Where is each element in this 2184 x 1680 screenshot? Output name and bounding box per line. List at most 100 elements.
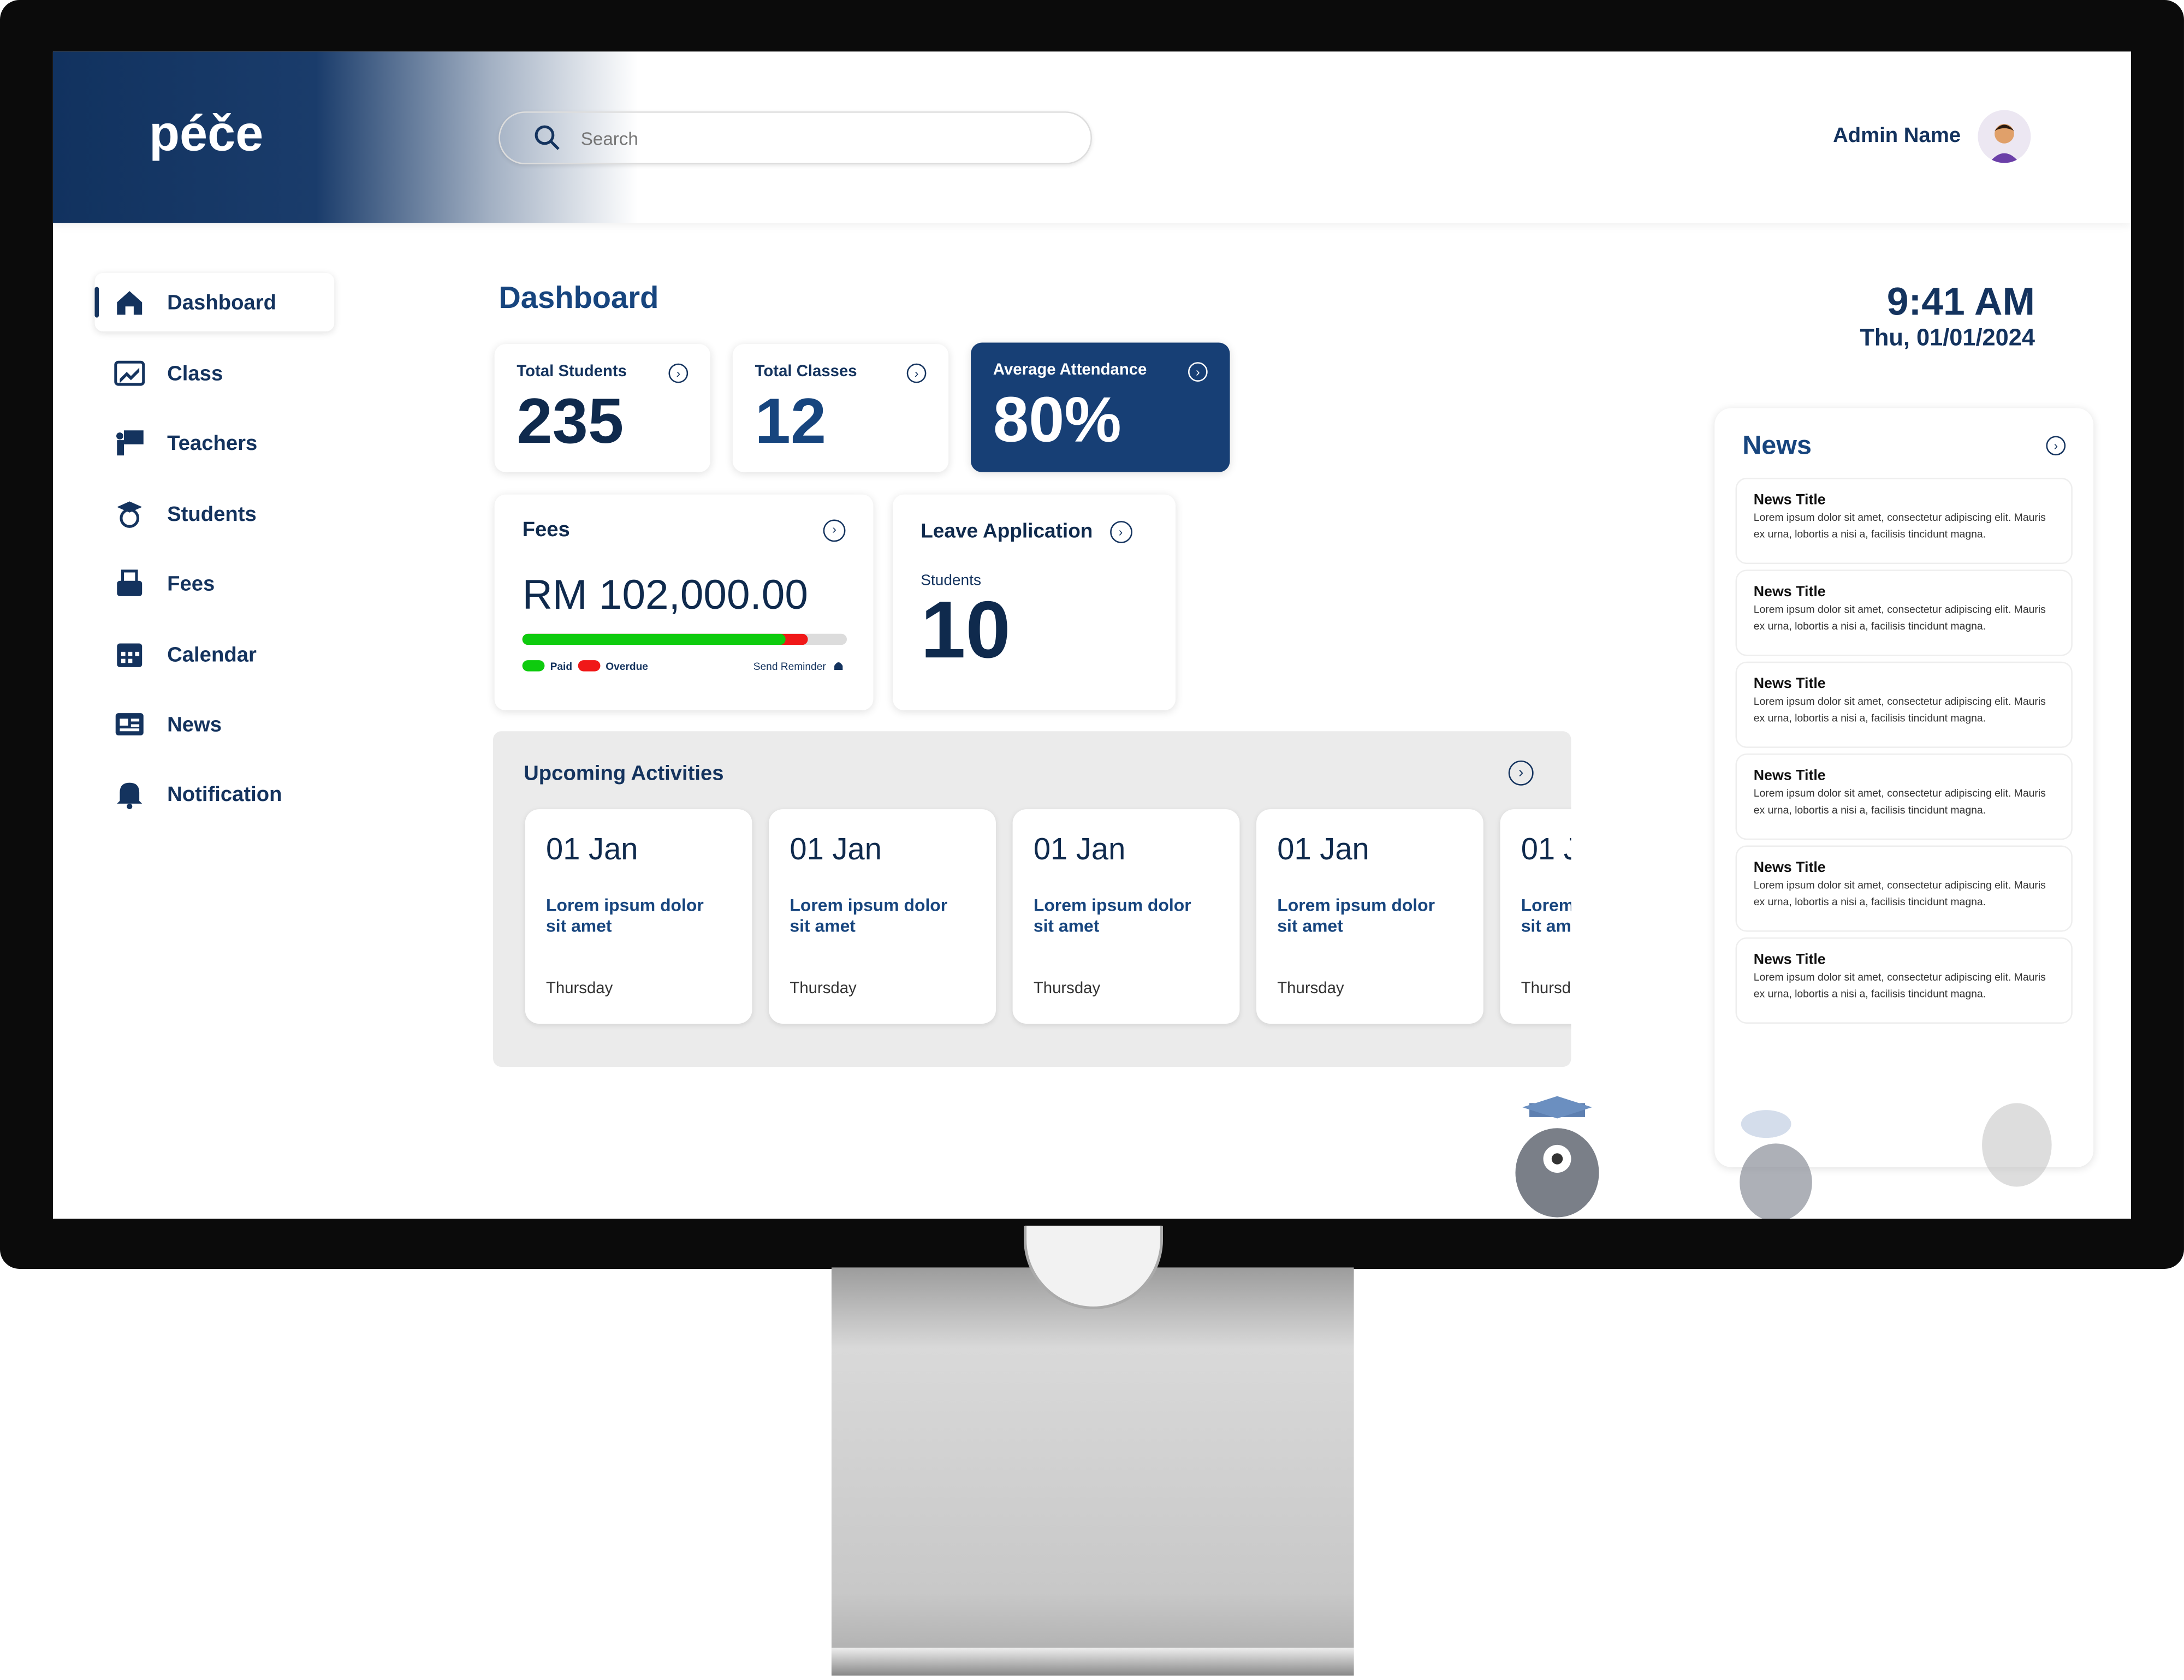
activity-day: Thursday bbox=[790, 980, 857, 998]
activity-date: 01 Jan bbox=[1521, 831, 1571, 866]
card-label: Average Attendance bbox=[993, 362, 1147, 379]
sidebar-item-label: Students bbox=[167, 502, 257, 526]
news-item[interactable]: News Title Lorem ipsum dolor sit amet, co… bbox=[1735, 937, 2073, 1024]
activity-date: 01 Jan bbox=[1277, 831, 1369, 866]
bell-icon bbox=[117, 782, 143, 810]
news-item-title: News Title bbox=[1753, 583, 1826, 601]
money-box-icon bbox=[117, 569, 143, 596]
teacher-board-icon bbox=[116, 430, 144, 456]
home-icon bbox=[117, 291, 143, 315]
fees-label: Fees bbox=[522, 518, 570, 542]
activity-title: Lorem ipsum dolor sit amet bbox=[1521, 895, 1571, 936]
news-item[interactable]: News Title Lorem ipsum dolor sit amet, co… bbox=[1735, 753, 2073, 840]
graduate-icon bbox=[117, 501, 143, 528]
news-item-body: Lorem ipsum dolor sit amet, consectetur … bbox=[1753, 971, 2046, 1000]
chevron-right-icon[interactable]: › bbox=[2046, 436, 2066, 456]
paid-fill bbox=[522, 633, 786, 645]
card-label: Total Students bbox=[517, 363, 627, 381]
avatar[interactable] bbox=[1978, 110, 2031, 163]
sidebar-item-label: Fees bbox=[167, 572, 215, 596]
news-item-title: News Title bbox=[1753, 491, 1826, 509]
fees-amount: RM 102,000.00 bbox=[522, 572, 808, 619]
activities-title: Upcoming Activities bbox=[524, 762, 724, 786]
activity-card[interactable]: 01 Jan Lorem ipsum dolor sit amet Thursday bbox=[1012, 809, 1240, 1024]
logo[interactable]: péče bbox=[149, 104, 264, 162]
activity-title: Lorem ipsum dolor sit amet bbox=[545, 895, 704, 936]
activity-title: Lorem ipsum dolor sit amet bbox=[790, 895, 948, 936]
sidebar-item-notification[interactable]: Notification bbox=[94, 764, 334, 823]
activity-card[interactable]: 01 Jan Lorem ipsum dolor sit amet Thursday bbox=[1256, 809, 1483, 1024]
news-item-title: News Title bbox=[1753, 859, 1826, 876]
sidebar-item-label: Dashboard bbox=[167, 290, 277, 314]
news-item-body: Lorem ipsum dolor sit amet, consectetur … bbox=[1753, 694, 2046, 724]
news-item-body: Lorem ipsum dolor sit amet, consectetur … bbox=[1753, 878, 2046, 907]
chevron-right-icon[interactable]: › bbox=[906, 363, 927, 383]
sidebar-item-class[interactable]: Class bbox=[94, 344, 334, 402]
sidebar-item-students[interactable]: Students bbox=[94, 485, 334, 543]
activity-date: 01 Jan bbox=[545, 831, 638, 866]
total-classes-card[interactable]: Total Classes › 12 bbox=[732, 344, 949, 472]
sidebar-item-teachers[interactable]: Teachers bbox=[94, 414, 334, 472]
search-icon bbox=[535, 125, 560, 150]
news-item[interactable]: News Title Lorem ipsum dolor sit amet, co… bbox=[1735, 661, 2073, 748]
chevron-right-icon[interactable]: › bbox=[1188, 362, 1208, 382]
paid-legend: Paid bbox=[550, 659, 573, 672]
newspaper-icon bbox=[115, 713, 144, 735]
news-item-body: Lorem ipsum dolor sit amet, consectetur … bbox=[1753, 511, 2046, 540]
clock-time: 9:41 AM bbox=[1886, 280, 2035, 323]
admin-name[interactable]: Admin Name bbox=[1833, 124, 1961, 148]
overdue-legend-swatch bbox=[578, 660, 601, 672]
sidebar-item-calendar[interactable]: Calendar bbox=[94, 625, 334, 684]
leave-value: 10 bbox=[921, 585, 1011, 676]
activity-card[interactable]: 01 Jan Lorem ipsum dolor sit amet Thursday bbox=[769, 809, 996, 1024]
mascot-illustration bbox=[1515, 1096, 2052, 1219]
send-reminder-link[interactable]: Send Reminder bbox=[753, 659, 826, 672]
total-classes-value: 12 bbox=[755, 384, 827, 457]
total-students-card[interactable]: Total Students › 235 bbox=[494, 344, 711, 472]
sidebar-item-fees[interactable]: Fees bbox=[94, 554, 334, 613]
fees-card[interactable]: Fees › RM 102,000.00 Paid Overdue Send Re… bbox=[494, 494, 874, 711]
sidebar-item-news[interactable]: News bbox=[94, 695, 334, 753]
alarm-bell-icon[interactable] bbox=[832, 659, 846, 673]
calendar-icon bbox=[117, 643, 143, 667]
activity-card[interactable]: 01 Jan Lorem ipsum dolor sit amet Thursday bbox=[1500, 809, 1571, 1024]
activity-title: Lorem ipsum dolor sit amet bbox=[1277, 895, 1435, 936]
leave-sublabel: Students bbox=[921, 572, 981, 590]
attendance-value: 80% bbox=[993, 383, 1121, 456]
activity-day: Thursday bbox=[1033, 980, 1101, 998]
overdue-legend: Overdue bbox=[606, 659, 648, 672]
news-item-body: Lorem ipsum dolor sit amet, consectetur … bbox=[1753, 787, 2046, 816]
header-gradient bbox=[52, 51, 638, 223]
leave-label: Leave Application bbox=[921, 521, 1093, 543]
sidebar-item-dashboard[interactable]: Dashboard bbox=[94, 272, 335, 332]
monitor-stand-base bbox=[831, 1647, 1354, 1676]
paid-legend-swatch bbox=[522, 660, 545, 672]
leave-application-card[interactable]: Leave Application › Students 10 bbox=[893, 494, 1176, 711]
chevron-right-icon[interactable]: › bbox=[1508, 760, 1534, 786]
activity-date: 01 Jan bbox=[790, 831, 882, 866]
sidebar-item-label: Calendar bbox=[167, 643, 257, 667]
sidebar-item-label: Teachers bbox=[167, 431, 258, 455]
search-input[interactable] bbox=[580, 127, 1041, 149]
activity-day: Thursday bbox=[545, 980, 613, 998]
clock: 9:41 AM Thu, 01/01/2024 bbox=[1860, 280, 2035, 353]
activity-day: Thursday bbox=[1277, 980, 1344, 998]
chevron-right-icon[interactable]: › bbox=[1109, 521, 1132, 543]
news-item[interactable]: News Title Lorem ipsum dolor sit amet, co… bbox=[1735, 569, 2073, 656]
card-label: Total Classes bbox=[755, 363, 857, 381]
sidebar-item-label: News bbox=[167, 712, 222, 737]
news-panel: News › News Title Lorem ipsum dolor sit a… bbox=[1714, 408, 2094, 1167]
chevron-right-icon[interactable]: › bbox=[823, 519, 846, 542]
chart-icon bbox=[114, 360, 145, 386]
fees-progress-bar bbox=[522, 633, 847, 645]
activity-card[interactable]: 01 Jan Lorem ipsum dolor sit amet Thursday bbox=[525, 809, 752, 1024]
sidebar-item-label: Class bbox=[167, 361, 223, 385]
news-item-body: Lorem ipsum dolor sit amet, consectetur … bbox=[1753, 603, 2046, 632]
news-item-title: News Title bbox=[1753, 675, 1826, 692]
news-item[interactable]: News Title Lorem ipsum dolor sit amet, co… bbox=[1735, 845, 2073, 932]
average-attendance-card[interactable]: Average Attendance › 80% bbox=[971, 342, 1230, 472]
search-bar[interactable] bbox=[498, 111, 1092, 165]
chevron-right-icon[interactable]: › bbox=[668, 363, 689, 383]
monitor-stand bbox=[831, 1267, 1354, 1675]
news-item[interactable]: News Title Lorem ipsum dolor sit amet, co… bbox=[1735, 477, 2073, 565]
